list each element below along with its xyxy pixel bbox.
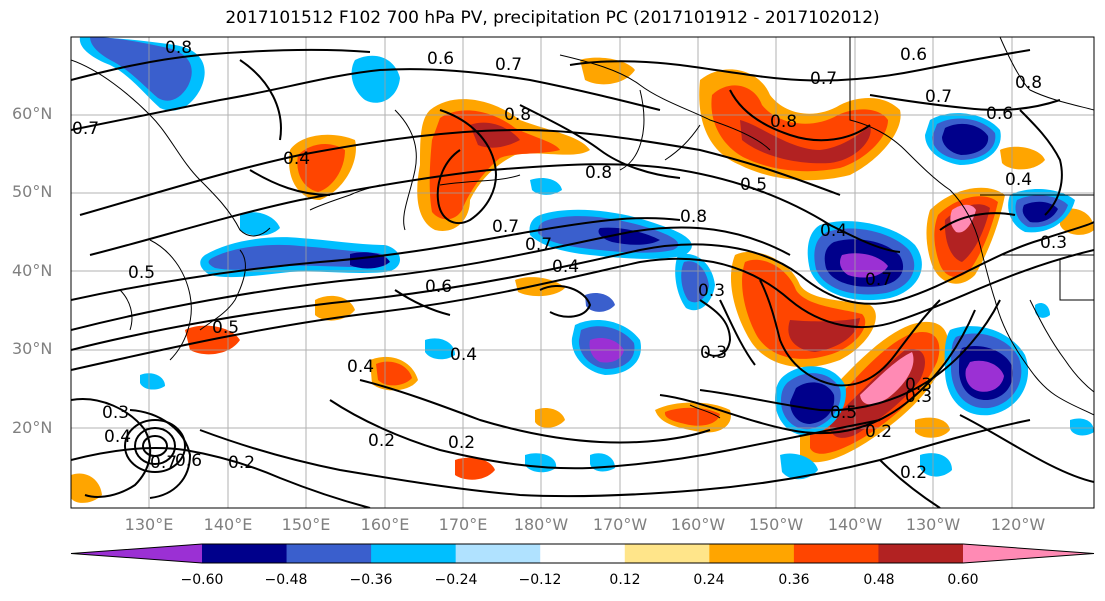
colorbar-segment (455, 544, 541, 563)
colorbar-segment (963, 544, 1094, 563)
contour-label: 0.3 (700, 343, 727, 363)
contour-label: 0.3 (698, 281, 725, 301)
colorbar-tick-label: −0.24 (434, 572, 478, 588)
lat-label: 30°N (12, 339, 53, 358)
contour-label: 0.6 (175, 451, 202, 471)
contour-label: 0.7 (495, 55, 522, 75)
map-frame (70, 36, 1095, 509)
contour-label: 0.4 (104, 427, 131, 447)
contour-label: 0.4 (552, 257, 579, 277)
contour-label: 0.7 (525, 235, 552, 255)
contour-label: 0.2 (900, 463, 927, 483)
contour-label: 0.4 (347, 357, 374, 377)
contour-label: 0.5 (128, 263, 155, 283)
contour-label: 0.7 (72, 119, 99, 139)
colorbar-tick-label: 0.60 (947, 572, 979, 588)
contour-label: 0.8 (504, 105, 531, 125)
colorbar-tick-label: 0.36 (778, 572, 810, 588)
colorbar-segment (540, 544, 626, 563)
colorbar-segment (878, 544, 964, 563)
contour-label: 0.3 (102, 403, 129, 423)
contour-label: 0.6 (900, 45, 927, 65)
colorbar-tick-label: −0.48 (264, 572, 308, 588)
lon-label: 140°E (203, 515, 253, 534)
contour-label: 0.2 (368, 431, 395, 451)
lat-label: 20°N (12, 418, 53, 437)
colorbar-segment (624, 544, 710, 563)
contour-label: 0.5 (830, 403, 857, 423)
contour-label: 0.8 (1015, 73, 1042, 93)
lon-label: 170°E (438, 515, 488, 534)
lon-label: 150°W (748, 515, 804, 534)
lon-label: 130°E (124, 515, 174, 534)
lat-label: 40°N (12, 261, 53, 280)
colorbar-tick-label: 0.12 (609, 572, 641, 588)
colorbar-segment (286, 544, 372, 563)
contour-label: 0.6 (427, 49, 454, 69)
contour-label: 0.7 (865, 270, 892, 290)
lat-lon-grid (71, 37, 1094, 508)
contour-label: 0.4 (1005, 170, 1032, 190)
contour-label: 0.2 (448, 433, 475, 453)
contour-label: 0.7 (810, 69, 837, 89)
pv-contours (71, 48, 1094, 508)
colorbar-tick-label: −0.36 (349, 572, 393, 588)
colorbar-tick-label: 0.48 (863, 572, 895, 588)
colorbar-segment (71, 544, 202, 563)
contour-label: 0.2 (228, 453, 255, 473)
contour-labels: 0.8 0.7 0.6 0.7 0.8 0.7 0.6 0.7 0.6 0.8 … (72, 38, 1067, 483)
figure-title: 2017101512 F102 700 hPa PV, precipitatio… (225, 8, 880, 28)
map-panel: 0.8 0.7 0.6 0.7 0.8 0.7 0.6 0.7 0.6 0.8 … (71, 37, 1094, 508)
contour-label: 0.7 (150, 453, 177, 473)
contour-label: 0.2 (865, 422, 892, 442)
lon-label: 160°W (670, 515, 726, 534)
lon-label: 130°W (905, 515, 961, 534)
lon-label: 150°E (281, 515, 331, 534)
lat-label: 50°N (12, 182, 53, 201)
colorbar-tick-label: 0.24 (693, 572, 725, 588)
contour-label: 0.8 (770, 112, 797, 132)
lon-label: 180°W (513, 515, 569, 534)
contour-label: 0.3 (905, 375, 932, 395)
contour-label: 0.7 (925, 87, 952, 107)
lon-label: 120°W (990, 515, 1046, 534)
contour-label: 0.4 (820, 221, 847, 241)
lon-label: 160°E (360, 515, 410, 534)
contour-label: 0.3 (1040, 233, 1067, 253)
lat-label: 60°N (12, 104, 53, 123)
colorbar-segment (709, 544, 795, 563)
contour-label: 0.4 (450, 345, 477, 365)
colorbar-segment (202, 544, 288, 563)
contour-label: 0.6 (986, 104, 1013, 124)
contour-label: 0.5 (740, 175, 767, 195)
contour-label: 0.5 (212, 318, 239, 338)
colorbar-outline (70, 543, 1095, 564)
contour-label: 0.6 (425, 277, 452, 297)
colorbar-tick-label: −0.12 (518, 572, 562, 588)
contour-label: 0.8 (585, 163, 612, 183)
contour-label: 0.8 (165, 38, 192, 58)
contour-label: 0.7 (492, 217, 519, 237)
contour-label: 0.4 (283, 149, 310, 169)
colorbar-segment (793, 544, 879, 563)
colorbar (70, 543, 1095, 564)
contour-label: 0.8 (680, 207, 707, 227)
lon-label: 140°W (827, 515, 883, 534)
colorbar-tick-label: −0.60 (180, 572, 224, 588)
lon-label: 170°W (592, 515, 648, 534)
precip-positive-areas (71, 57, 1094, 503)
contour-label: 0.3 (905, 387, 932, 407)
colorbar-segment (371, 544, 457, 563)
